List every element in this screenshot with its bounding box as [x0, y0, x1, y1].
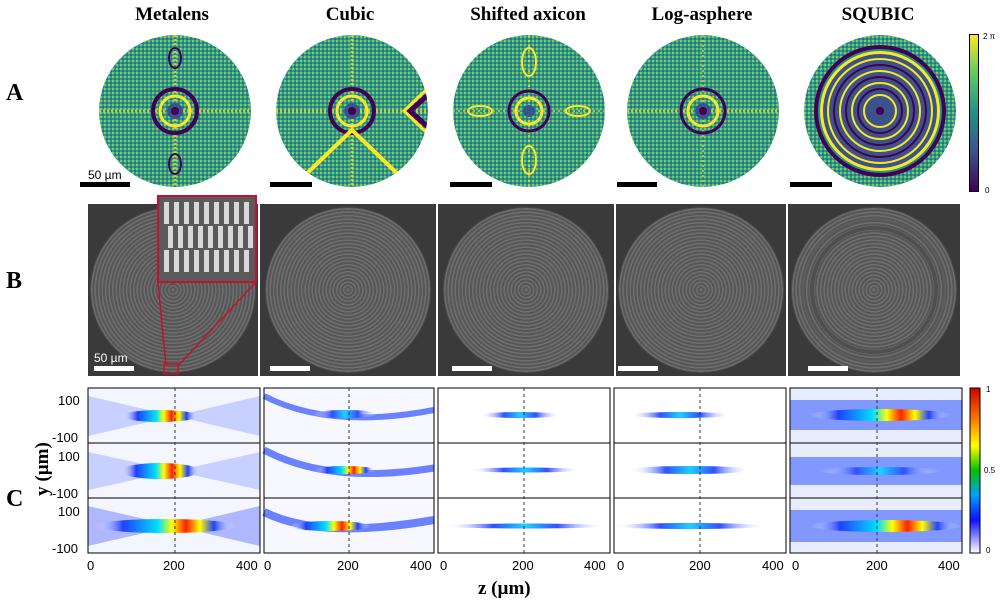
scale-bar-b-shifted-axicon — [452, 366, 492, 371]
phase-profiles-row — [99, 35, 956, 187]
phase-disk-squbic — [804, 35, 956, 187]
phase-colorbar-bottom-label: 0 — [985, 186, 990, 195]
phase-disk-metalens — [99, 35, 251, 187]
y-tick-minus100-row2: -100 — [52, 486, 79, 501]
x-tick-0-log-asphere: 0 — [617, 558, 625, 573]
x-axis-title: z (µm) — [478, 578, 531, 599]
scale-bar-b-cubic — [270, 366, 310, 371]
sem-image-shifted-axicon — [438, 204, 614, 376]
scale-bar-b-metalens — [94, 366, 134, 371]
intensity-cubic — [262, 387, 435, 554]
intensity-colorbar-mid-label: 0.5 — [984, 466, 996, 475]
y-axis-title: y (µm) — [32, 442, 53, 496]
x-tick-0-metalens: 0 — [87, 558, 95, 573]
intensity-colorbar-top-label: 1 — [986, 385, 991, 394]
row-label-b: B — [6, 268, 23, 294]
sem-lens-log-asphere — [619, 208, 783, 372]
phase-disk-shifted-axicon — [453, 35, 605, 187]
intensity-colorbar — [969, 387, 981, 554]
sem-inset-pillars — [157, 195, 257, 375]
x-tick-200-log-asphere: 200 — [689, 558, 711, 573]
row-label-a: A — [6, 80, 24, 106]
scale-bar-b-squbic — [808, 366, 848, 371]
x-tick-200-shifted-axicon: 200 — [512, 558, 534, 573]
x-tick-400-cubic: 400 — [410, 558, 432, 573]
x-tick-400-squbic: 400 — [938, 558, 960, 573]
phase-colorbar-top-label: 2 π — [983, 32, 996, 41]
sem-image-squbic — [788, 204, 960, 376]
sem-lens-squbic — [792, 208, 956, 372]
sem-image-log-asphere — [616, 204, 786, 376]
scale-bar-a-metalens — [80, 182, 130, 187]
phase-colorbar — [969, 34, 979, 192]
scale-bar-b-log-asphere — [618, 366, 658, 371]
scale-bar-a-squbic — [790, 182, 832, 187]
intensity-shifted-axicon — [437, 387, 611, 554]
column-title-shifted-axicon: Shifted axicon — [470, 4, 586, 25]
column-title-log-asphere: Log-asphere — [651, 4, 753, 25]
y-tick-minus100-row3: -100 — [52, 541, 79, 556]
y-tick-100-row2: 100 — [58, 449, 80, 464]
x-tick-200-metalens: 200 — [163, 558, 185, 573]
scale-bar-a-shifted-axicon — [450, 182, 492, 187]
phase-disk-log-asphere — [627, 35, 779, 187]
y-tick-minus100-row1: -100 — [52, 430, 79, 445]
x-tick-200-squbic: 200 — [866, 558, 888, 573]
x-tick-200-cubic: 200 — [337, 558, 359, 573]
sem-image-cubic — [260, 204, 436, 376]
x-tick-400-log-asphere: 400 — [762, 558, 784, 573]
scale-label-sem: 50 µm — [94, 351, 128, 365]
column-title-squbic: SQUBIC — [841, 4, 915, 25]
intensity-squbic — [789, 387, 963, 554]
column-title-cubic: Cubic — [325, 4, 375, 25]
x-tick-400-metalens: 400 — [236, 558, 258, 573]
column-title-metalens: Metalens — [135, 4, 209, 25]
phase-disk-cubic — [276, 35, 428, 187]
intensity-colorbar-bottom-label: 0 — [986, 546, 991, 555]
row-label-c: C — [6, 486, 24, 512]
sem-lens-shifted-axicon — [444, 208, 608, 372]
scale-label-phase: 50 µm — [88, 168, 122, 182]
y-tick-100-row1: 100 — [58, 393, 80, 408]
x-tick-0-shifted-axicon: 0 — [440, 558, 448, 573]
intensity-metalens — [87, 387, 261, 554]
scale-bar-a-log-asphere — [617, 182, 657, 187]
x-tick-0-cubic: 0 — [264, 558, 272, 573]
y-tick-100-row3: 100 — [58, 504, 80, 519]
x-tick-0-squbic: 0 — [792, 558, 800, 573]
scale-bar-a-cubic — [270, 182, 312, 187]
sem-lens-cubic — [266, 208, 430, 372]
intensity-log-asphere — [613, 387, 787, 554]
x-tick-400-shifted-axicon: 400 — [584, 558, 606, 573]
